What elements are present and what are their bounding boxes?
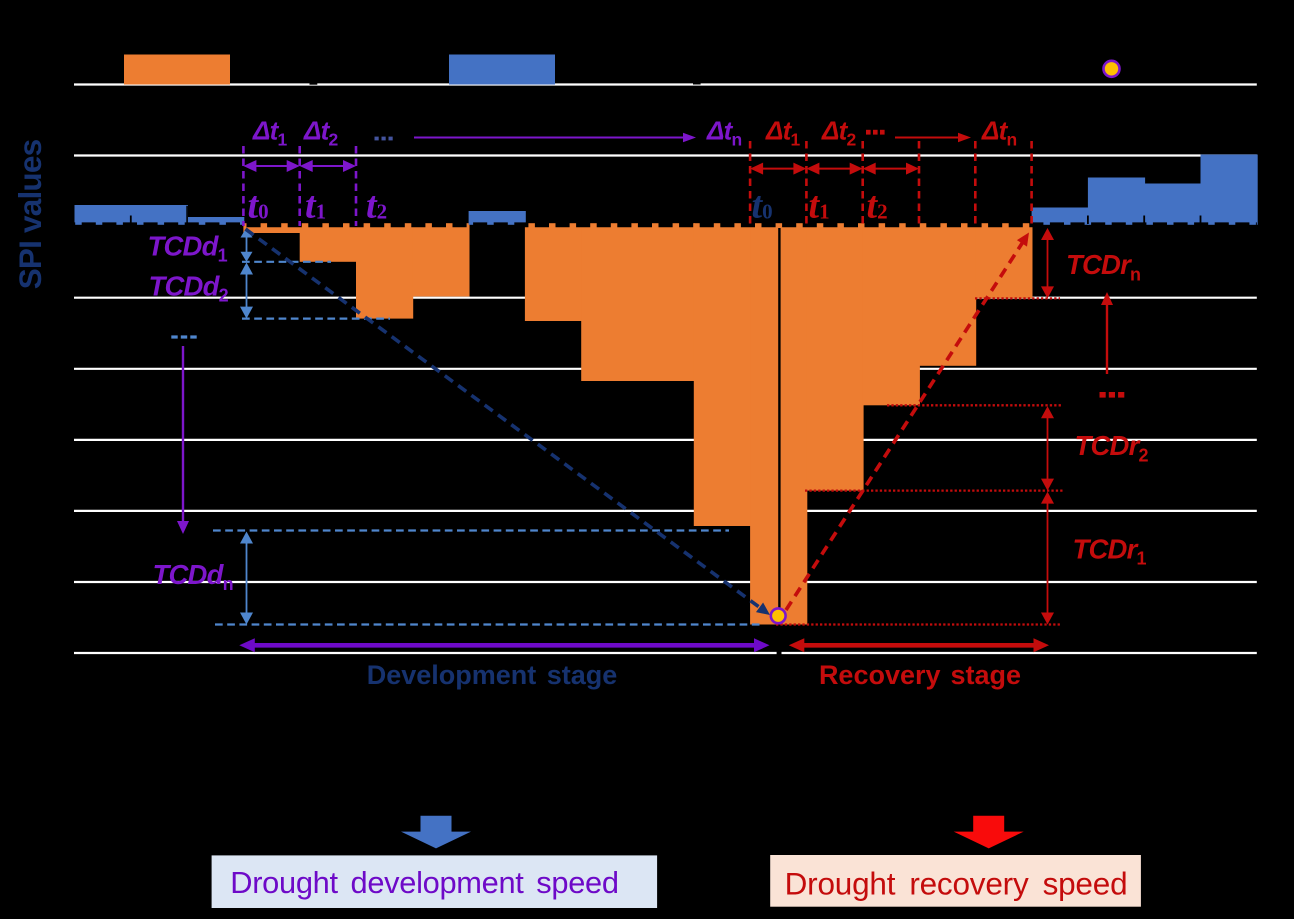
svg-text:Drought recovery speed: Drought recovery speed [785, 866, 1128, 902]
svg-text:Δtn: Δtn [981, 116, 1017, 150]
svg-text:TCDr1: TCDr1 [1073, 534, 1147, 569]
svg-text:SPI values: SPI values [12, 139, 48, 289]
svg-text:TCDd1: TCDd1 [148, 230, 228, 265]
svg-text:Δt1: Δt1 [765, 116, 801, 150]
svg-text:TCDr2: TCDr2 [1075, 430, 1149, 465]
svg-text:Development stage: Development stage [367, 660, 618, 690]
svg-text:Drought development speed: Drought development speed [230, 865, 618, 900]
svg-text:TCDdn: TCDdn [153, 559, 233, 594]
svg-text:TCDrn: TCDrn [1066, 249, 1140, 284]
svg-text:TCDd2: TCDd2 [149, 270, 229, 305]
svg-text:Recovery stage: Recovery stage [819, 660, 1021, 690]
